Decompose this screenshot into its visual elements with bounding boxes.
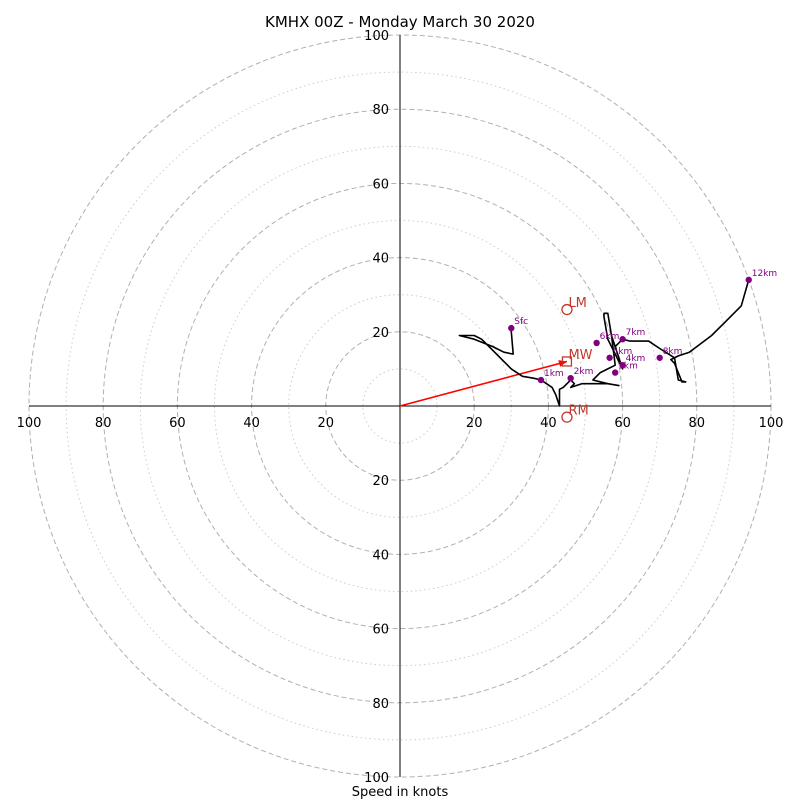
level-marker-3km: [611, 369, 619, 376]
hodograph-trace: [458, 279, 750, 407]
storm-motion-markers: LM RM MW: [561, 296, 593, 423]
level-label-1km: 1km: [544, 369, 564, 379]
level-marker-sfc: [508, 324, 515, 332]
level-label-sfc: Sfc: [514, 317, 528, 327]
y-tick-top-60: 60: [372, 177, 389, 192]
level-label-8km: 8km: [663, 347, 683, 357]
x-axis-label: Speed in knots: [352, 785, 449, 800]
hodograph-line: [458, 279, 750, 407]
right-mover-label: RM: [568, 404, 588, 419]
y-tick-top-20: 20: [372, 326, 389, 341]
level-label-3km: 3km: [618, 362, 638, 372]
right-mover-marker: [561, 411, 573, 423]
x-tick-right-20: 20: [466, 416, 483, 431]
level-label-5km: 5km: [613, 347, 633, 357]
mean-wind-marker: [561, 356, 573, 367]
x-tick-right-100: 100: [759, 416, 784, 431]
level-marker-2km: [567, 374, 574, 382]
y-tick-bottom-20: 20: [372, 474, 389, 489]
x-tick-right-80: 80: [689, 416, 706, 431]
x-tick-left-40: 40: [243, 416, 260, 431]
y-tick-top-40: 40: [372, 252, 389, 267]
x-tick-right-40: 40: [540, 416, 557, 431]
y-tick-top-80: 80: [372, 103, 389, 118]
level-marker-4km: [619, 361, 626, 369]
y-tick-top-100: 100: [364, 29, 389, 44]
y-tick-bottom-100: 100: [364, 771, 389, 786]
x-tick-left-100: 100: [17, 416, 42, 431]
level-marker-1km: [537, 376, 545, 384]
level-marker-8km: [656, 354, 663, 361]
level-marker-12km: [745, 276, 752, 284]
x-tick-left-80: 80: [95, 416, 112, 431]
left-mover-label: LM: [568, 296, 586, 311]
x-tick-left-60: 60: [169, 416, 186, 431]
storm-vector-line: [399, 360, 568, 407]
y-tick-bottom-40: 40: [372, 548, 389, 563]
left-mover-marker: [561, 303, 573, 316]
level-label-2km: 2km: [574, 367, 594, 377]
chart-title: KMHX 00Z - Monday March 30 2020: [265, 13, 535, 31]
x-tick-left-20: 20: [318, 416, 335, 431]
level-marker-7km: [619, 336, 626, 343]
x-tick-right-60: 60: [614, 416, 631, 431]
level-label-7km: 7km: [626, 328, 646, 338]
y-tick-bottom-60: 60: [372, 623, 389, 638]
tick-labels: 100 80 60 40 20 20 40 60 80 100 100 80 60 40 20 20 40 60 8…: [17, 29, 784, 786]
level-marker-5km: [606, 354, 613, 361]
y-tick-bottom-80: 80: [372, 697, 389, 712]
level-marker-6km: [593, 339, 600, 347]
level-label-6km: 6km: [600, 332, 620, 342]
level-label-12km: 12km: [752, 269, 777, 279]
level-label-4km: 4km: [626, 354, 646, 364]
mean-wind-label: MW: [568, 348, 592, 363]
